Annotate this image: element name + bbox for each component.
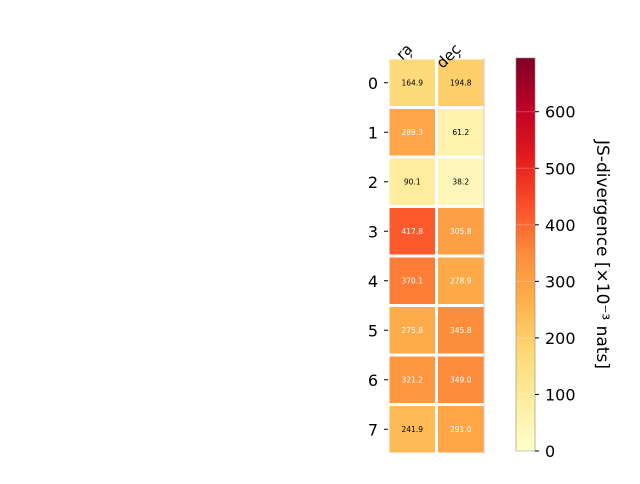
- y-tick-label: 0: [368, 74, 378, 93]
- y-tick-label: 5: [368, 321, 378, 340]
- cell-value-label: 61.2: [452, 128, 469, 137]
- cell-value-label: 38.2: [452, 177, 469, 186]
- colorbar-tick-label: 300: [545, 272, 576, 291]
- cell-value-label: 305.8: [450, 227, 472, 236]
- colorbar: 0 100 200 300 400 500 600 JS-divergence [×10⁻³ …: [515, 57, 612, 461]
- heatmap-cell-5-dec: [438, 307, 484, 354]
- cell-value-label: 291.0: [450, 425, 472, 434]
- heatmap-cell-0-dec: [438, 59, 484, 106]
- heatmap-cell-5-ra: [389, 307, 435, 354]
- y-tick-label: 7: [368, 420, 378, 439]
- colorbar-label: JS-divergence [×10⁻³ nats]: [592, 139, 612, 369]
- heatmap-cell-7-dec: [438, 406, 484, 453]
- heatmap-cell-1-dec: [438, 109, 484, 156]
- heatmap-cell-6-dec: [438, 356, 484, 403]
- heatmap-cell-0-ra: [389, 59, 435, 106]
- cell-value-label: 278.9: [450, 276, 472, 285]
- colorbar-tick-label: 0: [545, 442, 555, 461]
- heatmap-cell-3-ra: [389, 208, 435, 255]
- cell-value-label: 275.8: [402, 326, 424, 335]
- row-labels: 0 1 2 3 4 5 6 7: [368, 74, 388, 439]
- heatmap-cell-4-dec: [438, 257, 484, 304]
- cell-value-label: 349.0: [450, 375, 472, 384]
- colorbar-tick-label: 600: [545, 103, 576, 122]
- heatmap-cell-7-ra: [389, 406, 435, 453]
- heatmap-cell-2-dec: [438, 158, 484, 205]
- heatmap-cell-6-ra: [389, 356, 435, 403]
- colorbar-tick-label: 500: [545, 159, 576, 178]
- cell-value-label: 90.1: [404, 177, 421, 186]
- cell-value-label: 241.9: [402, 425, 424, 434]
- y-tick-label: 2: [368, 173, 378, 192]
- cell-value-label: 417.8: [402, 227, 424, 236]
- heatmap-grid: 164.9 194.8 289.3 61.2 90.1 38.2 417.8 305.8 370…: [389, 58, 485, 454]
- y-tick-label: 3: [368, 222, 378, 241]
- heatmap-cell-4-ra: [389, 257, 435, 304]
- colorbar-gradient: [515, 57, 536, 452]
- heatmap-cell-3-dec: [438, 208, 484, 255]
- colorbar-tick-label: 200: [545, 329, 576, 348]
- cell-value-label: 345.8: [450, 326, 472, 335]
- y-tick-label: 4: [368, 272, 378, 291]
- cell-value-label: 164.9: [402, 78, 424, 87]
- cell-value-label: 194.8: [450, 78, 472, 87]
- heatmap-cell-2-ra: [389, 158, 435, 205]
- cell-value-label: 321.2: [402, 375, 424, 384]
- cell-value-label: 289.3: [402, 128, 424, 137]
- cell-value-label: 370.1: [402, 276, 424, 285]
- colorbar-tick-label: 400: [545, 216, 576, 235]
- heatmap-cell-1-ra: [389, 109, 435, 156]
- y-tick-label: 6: [368, 371, 378, 390]
- colorbar-tick-label: 100: [545, 385, 576, 404]
- y-tick-label: 1: [368, 123, 378, 142]
